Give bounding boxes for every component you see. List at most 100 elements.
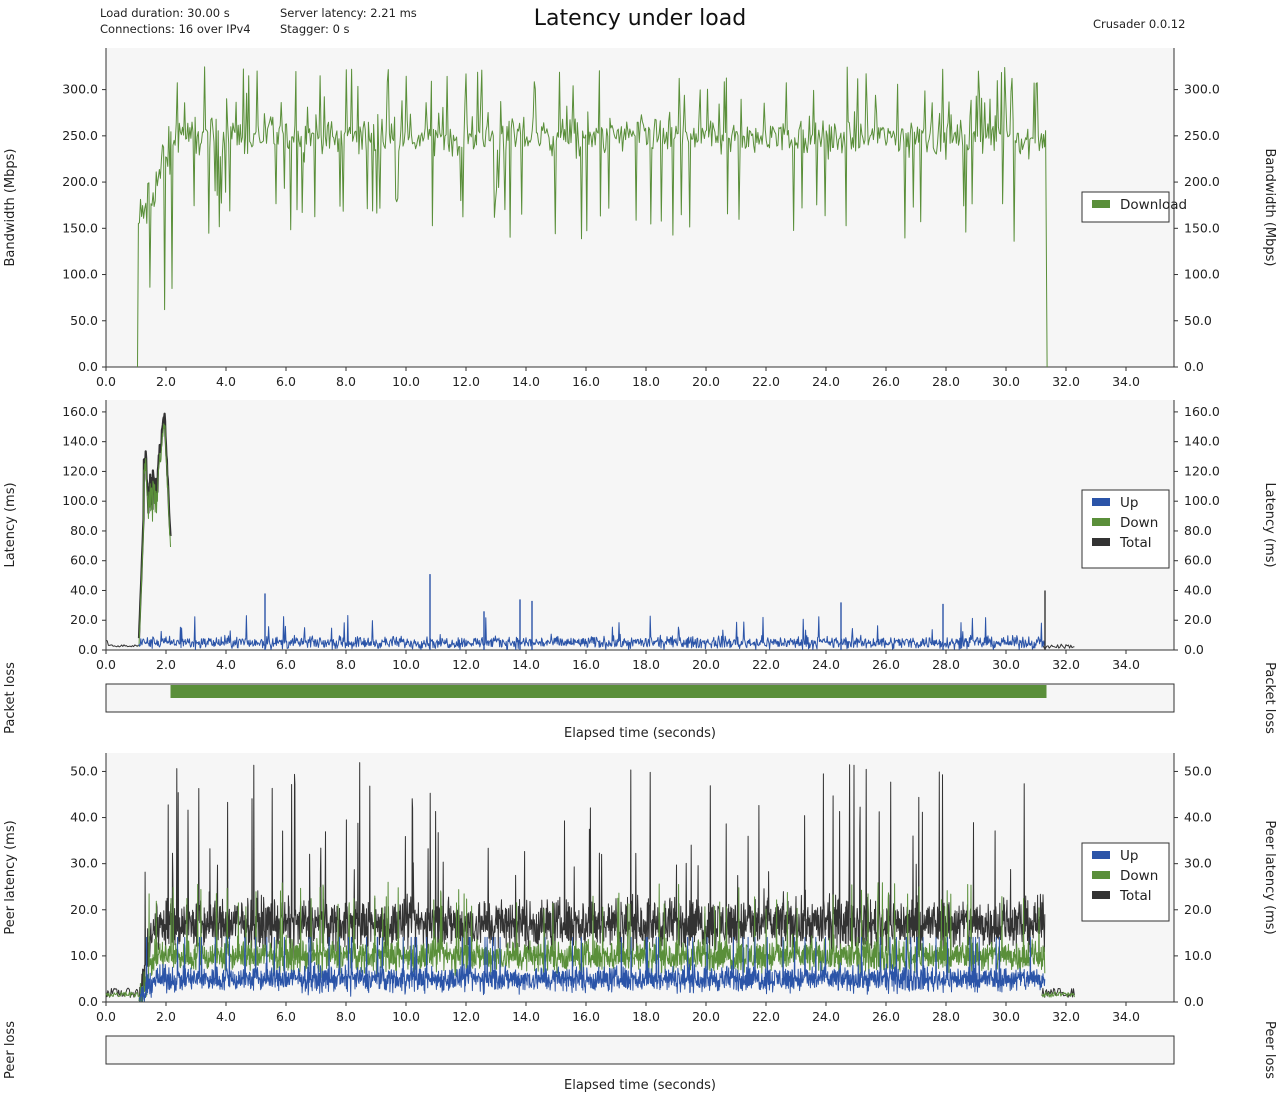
y-tick-label-right: 140.0 (1184, 434, 1220, 449)
x-tick-label: 22.0 (752, 374, 780, 389)
y-tick-label: 100.0 (62, 267, 98, 282)
y-tick-label-right: 50.0 (1184, 763, 1212, 778)
x-tick-label: 32.0 (1052, 374, 1080, 389)
y-tick-label: 40.0 (70, 582, 98, 597)
y-tick-label-right: 40.0 (1184, 582, 1212, 597)
x-tick-label: 30.0 (992, 1009, 1020, 1024)
legend-swatch-download (1092, 200, 1110, 208)
x-tick-label: 20.0 (692, 657, 720, 672)
legend-swatch-up (1092, 851, 1110, 859)
x-tick-label: 10.0 (392, 374, 420, 389)
peer-latency-panel: 0.0 0.010.0 10.020.0 20.030.0 30.040.0 40.050… (3, 753, 1277, 1024)
y-tick-label: 150.0 (62, 220, 98, 235)
x-tick-label: 14.0 (512, 657, 540, 672)
x-tick-label: 8.0 (336, 657, 356, 672)
y-tick-label-right: 0.0 (1184, 359, 1204, 374)
y-tick-label-right: 100.0 (1184, 493, 1220, 508)
y-tick-label-right: 10.0 (1184, 948, 1212, 963)
legend-swatch-up (1092, 498, 1110, 506)
x-tick-label: 16.0 (572, 657, 600, 672)
x-tick-label: 28.0 (932, 1009, 960, 1024)
legend-label-download: Download (1120, 197, 1187, 213)
x-tick-label: 14.0 (512, 1009, 540, 1024)
y-tick-label: 10.0 (70, 948, 98, 963)
y-tick-label: 0.0 (78, 359, 98, 374)
x-tick-label: 24.0 (812, 657, 840, 672)
bandwidth-y-label: Bandwidth (Mbps) (3, 149, 18, 267)
stagger: Stagger: 0 s (280, 22, 350, 36)
x-tick-label: 24.0 (812, 1009, 840, 1024)
peer-latency-y-label-right: Peer latency (ms) (1262, 820, 1277, 934)
x-tick-label: 16.0 (572, 374, 600, 389)
y-tick-label-right: 80.0 (1184, 523, 1212, 538)
y-tick-label: 250.0 (62, 128, 98, 143)
down-burst-line (138, 423, 171, 647)
y-tick-label-right: 20.0 (1184, 612, 1212, 627)
x-tick-label: 18.0 (632, 374, 660, 389)
peer-loss-label: Peer loss (3, 1021, 18, 1079)
connections: Connections: 16 over IPv4 (100, 22, 251, 36)
packet-loss-label: Packet loss (3, 662, 18, 734)
x-tick-label: 12.0 (452, 374, 480, 389)
x-tick-label: 6.0 (276, 657, 296, 672)
x-tick-label: 12.0 (452, 657, 480, 672)
down-tail-line (1041, 991, 1075, 998)
load-duration: Load duration: 30.00 s (100, 6, 230, 20)
up-series-line (138, 615, 1046, 651)
latency-plot-area (106, 400, 1174, 650)
x-tick-label: 2.0 (156, 1009, 176, 1024)
x-tick-label: 28.0 (932, 374, 960, 389)
x-tick-label: 8.0 (336, 374, 356, 389)
x-tick-label: 24.0 (812, 374, 840, 389)
y-tick-label: 160.0 (62, 404, 98, 419)
x-tick-label: 2.0 (156, 657, 176, 672)
y-tick-label: 50.0 (70, 763, 98, 778)
download-series-line (137, 66, 1048, 368)
y-tick-label-right: 120.0 (1184, 463, 1220, 478)
down-series-line (138, 881, 1046, 1002)
x-tick-label: 32.0 (1052, 1009, 1080, 1024)
bandwidth-y-label-right: Bandwidth (Mbps) (1262, 149, 1277, 267)
y-tick-label: 20.0 (70, 612, 98, 627)
x-tick-label: 28.0 (932, 657, 960, 672)
legend-label-total: Total (1119, 888, 1152, 904)
x-axis-label: Elapsed time (seconds) (564, 1078, 716, 1093)
x-tick-label: 0.0 (96, 374, 116, 389)
y-tick-label: 100.0 (62, 493, 98, 508)
chart-title: Latency under load (533, 6, 747, 31)
bandwidth-legend: Download (1081, 191, 1187, 223)
y-tick-label-right: 40.0 (1184, 810, 1212, 825)
peer-loss-bar: Peer loss Peer loss Elapsed time (seconds) (3, 1021, 1277, 1093)
x-tick-label: 6.0 (276, 1009, 296, 1024)
legend-label-up: Up (1120, 495, 1138, 511)
x-tick-label: 18.0 (632, 657, 660, 672)
y-tick-label: 300.0 (62, 82, 98, 97)
legend-label-down: Down (1120, 868, 1158, 884)
peer-latency-y-label: Peer latency (ms) (3, 820, 18, 934)
packet-loss-band (170, 685, 1047, 698)
y-tick-label-right: 250.0 (1184, 128, 1220, 143)
peer-loss-label-right: Peer loss (1262, 1021, 1277, 1079)
y-tick-label-right: 30.0 (1184, 856, 1212, 871)
y-tick-label-right: 300.0 (1184, 82, 1220, 97)
latency-y-label-right: Latency (ms) (1262, 482, 1277, 567)
x-tick-label: 34.0 (1112, 1009, 1140, 1024)
x-tick-label: 0.0 (96, 657, 116, 672)
y-tick-label: 120.0 (62, 463, 98, 478)
up-series-line (138, 936, 1046, 1002)
y-tick-label: 140.0 (62, 434, 98, 449)
legend-label-down: Down (1120, 515, 1158, 531)
total-idle-line (105, 987, 139, 998)
total-tail-line (1041, 643, 1075, 649)
y-tick-label: 50.0 (70, 313, 98, 328)
y-tick-label-right: 0.0 (1184, 642, 1204, 657)
x-tick-label: 4.0 (216, 1009, 236, 1024)
bandwidth-plot-area (106, 48, 1174, 367)
x-tick-label: 30.0 (992, 374, 1020, 389)
total-idle-line (105, 639, 139, 648)
peer-loss-track (105, 1035, 1175, 1065)
latency-legend: Up Down Total (1081, 489, 1170, 569)
x-tick-label: 26.0 (872, 374, 900, 389)
legend-swatch-down (1092, 871, 1110, 879)
